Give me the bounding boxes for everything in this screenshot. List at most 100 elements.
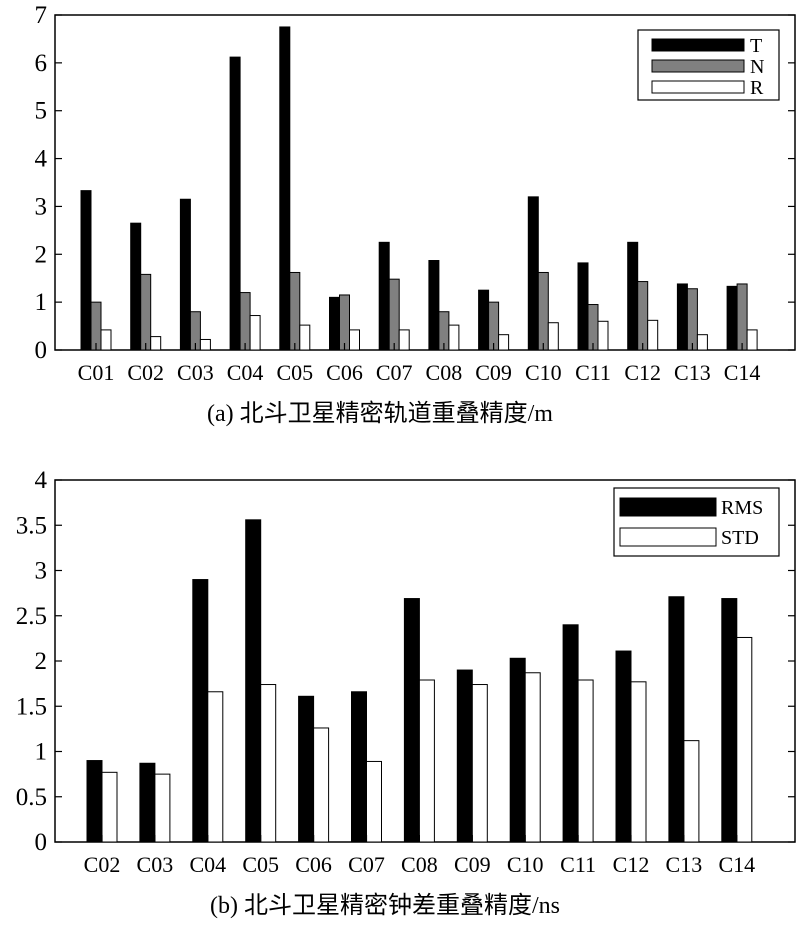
chart-b-x-tick-label: C08 [401,852,438,877]
chart-b-bar-std-c06 [313,727,330,843]
chart-a-legend-swatch-n [651,59,745,73]
chart-b-x-tick-label: C09 [454,852,491,877]
chart-b-bar-rms-c14 [721,598,738,843]
chart-a-caption: (a) 北斗卫星精密轨道重叠精度/m [207,400,553,427]
chart-b-bar-std-c13 [683,740,700,843]
chart-a-plot-area [54,14,796,351]
chart-b-x-tick-label: C06 [295,852,332,877]
chart-b-legend-swatch-std [619,527,717,547]
chart-a-bar-t-c08 [428,260,440,351]
chart-a-bar-r-c01 [100,329,112,351]
chart-a-bar-r-c13 [696,334,708,351]
chart-a-bar-r-c02 [150,336,162,351]
chart-b-bar-rms-c13 [668,596,685,843]
chart-a-x-tick-label: C09 [475,360,512,385]
chart-b-bar-rms-c08 [403,598,420,843]
chart-a-x-tick-label: C10 [525,360,562,385]
chart-a-x-tick-label: C11 [575,360,611,385]
chart-a-bar-n-c01 [90,301,102,351]
chart-a-y-tick-label: 0 [35,337,48,364]
chart-a-legend: TNR [637,29,780,101]
chart-a-x-tick-label: C06 [326,360,363,385]
chart-a-y-tick-label: 6 [35,50,48,77]
chart-a-bar-n-c04 [239,292,251,351]
chart-b-y-tick-label: 3 [35,558,48,585]
chart-b-y-tick-label: 1.5 [16,693,47,720]
chart-a-y-tick-label: 5 [35,98,48,125]
chart-b-x-tick-label: C13 [666,852,703,877]
chart-a-bar-t-c10 [527,196,539,351]
chart-b-bar-std-c08 [418,679,435,843]
chart-a-bar-r-c12 [647,319,659,351]
chart-b-x-tick-label: C14 [718,852,755,877]
chart-a-bar-t-c12 [627,241,639,351]
chart-b-legend-swatch-rms [619,497,717,517]
chart-b-bar-std-c09 [471,684,488,843]
chart-a-x-axis: C01 C02 C03 C04 C05 C06 C07 C08 C09 C10 C11 C12 C13 C… [78,343,761,385]
chart-a-legend-label-n: N [750,56,764,78]
chart-a-y-tick-label: 7 [35,2,48,29]
chart-b-y-tick-label: 0 [35,829,48,856]
chart-b-bars [86,519,753,843]
chart-b-y-tick-label: 3.5 [16,512,47,539]
chart-a-bar-n-c13 [686,288,698,351]
chart-b-y-tick-label: 4 [35,467,48,494]
chart-b-y-tick-label: 2.5 [16,603,47,630]
chart-a-bar-t-c06 [329,296,340,351]
chart-a-bar-n-c10 [537,271,549,351]
chart-a-bar-r-c05 [299,324,311,351]
chart-a-bars [80,26,758,351]
chart-a-bar-t-c04 [229,56,241,351]
chart-b-bar-std-c03 [154,773,171,843]
chart-b-y-axis: 0 0.5 1 1.5 2 2.5 3 3.5 4 [16,467,795,856]
chart-b-bar-rms-c06 [298,695,315,843]
chart-b-y-tick-label: 0.5 [16,784,47,811]
chart-a-bar-t-c02 [130,222,142,351]
chart-b-legend-label-rms: RMS [721,497,763,519]
chart-b-x-tick-label: C05 [242,852,279,877]
chart-b-x-tick-label: C07 [348,852,385,877]
chart-b-bar-std-c02 [101,771,118,843]
chart-b-bar-std-c07 [366,760,382,843]
chart-b-x-tick-label: C03 [137,852,174,877]
chart-a-x-tick-label: C03 [177,360,214,385]
chart-b-legend-label-std: STD [721,527,759,549]
chart-b-y-tick-label: 1 [35,739,48,766]
chart-b: 00.511.522.533.54 C02 C03 C04 C05 C06 C07 C08 C… [16,467,796,919]
chart-b-bar-rms-c07 [351,691,367,843]
chart-a-legend-label-t: T [750,35,762,57]
chart-a-y-tick-label: 3 [35,193,48,220]
chart-b-bar-rms-c02 [86,760,103,843]
chart-a-bar-r-c10 [547,322,559,351]
chart-b-x-axis: C02 C03 C04 C05 C06 C07 C08 C09 C10 C11 C12 C13 C14 [84,835,755,877]
chart-a-x-tick-label: C04 [227,360,264,385]
chart-a-bar-t-c07 [378,241,390,351]
chart-a-bar-t-c01 [80,190,92,351]
chart-a-x-tick-label: C14 [724,360,761,385]
chart-a-x-tick-label: C13 [674,360,711,385]
chart-a-y-tick-label: 4 [35,146,48,173]
chart-a-bar-r-c14 [746,329,758,351]
chart-a-bar-r-c04 [249,315,261,351]
chart-b-x-tick-label: C04 [189,852,226,877]
chart-a-bar-t-c13 [676,283,688,351]
chart-a-bar-r-c11 [597,320,609,351]
chart-a-bar-r-c03 [199,338,211,351]
chart-a-x-tick-label: C08 [426,360,463,385]
chart-a-bar-n-c09 [488,301,500,351]
chart-b-bar-std-c04 [207,691,224,843]
chart-a-bar-n-c05 [289,271,301,351]
chart-a-legend-label-r: R [750,77,764,99]
chart-a-legend-swatch-t [651,38,745,52]
chart-a-bar-r-c07 [398,329,410,351]
chart-b-bar-std-c14 [736,636,753,843]
chart-b-bar-rms-c09 [456,669,473,843]
chart-b-x-tick-label: C11 [560,852,596,877]
chart-b-bar-rms-c12 [615,650,632,843]
chart-b-caption: (b) 北斗卫星精密钟差重叠精度/ns [210,892,560,919]
chart-b-bar-rms-c04 [192,579,209,843]
chart-a-x-tick-label: C07 [376,360,413,385]
chart-b-bar-rms-c03 [139,762,156,843]
chart-a-legend-swatch-r [651,80,745,94]
